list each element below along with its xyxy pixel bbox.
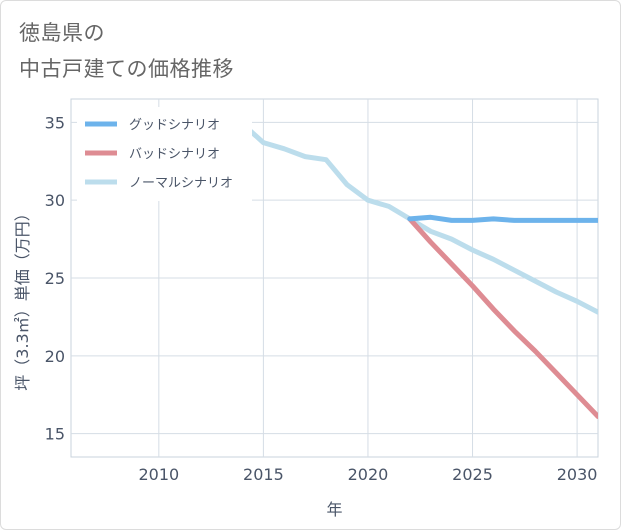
series-line-1 (407, 216, 598, 419)
title-line-2: 中古戸建ての価格推移 (19, 57, 234, 81)
title-line-1: 徳島県の (19, 21, 105, 45)
chart-title: 徳島県の 中古戸建ての価格推移 (19, 15, 234, 87)
legend-label: グッドシナリオ (129, 118, 220, 133)
legend-label: バッドシナリオ (129, 147, 220, 162)
y-tick-label: 30 (45, 191, 65, 210)
y-tick-label: 25 (45, 269, 65, 288)
axes: 2010 2015 2020 2025 20301520253035年坪（3.3㎡）単価… (13, 113, 597, 519)
y-tick-label: 20 (45, 347, 65, 366)
x-axis-title: 年 (326, 500, 342, 519)
y-axis-title: 坪（3.3㎡）単価（万円） (13, 205, 32, 390)
y-tick-label: 15 (45, 425, 65, 444)
x-tick-label: 2010 (138, 465, 179, 484)
legend-label: ノーマルシナリオ (129, 176, 233, 191)
x-tick-label: 2015 (243, 465, 284, 484)
x-tick-label: 2020 (348, 465, 389, 484)
series-line-0 (407, 214, 598, 223)
y-tick-label: 35 (45, 113, 65, 132)
x-tick-label: 2030 (557, 465, 598, 484)
x-tick-label: 2025 (452, 465, 493, 484)
